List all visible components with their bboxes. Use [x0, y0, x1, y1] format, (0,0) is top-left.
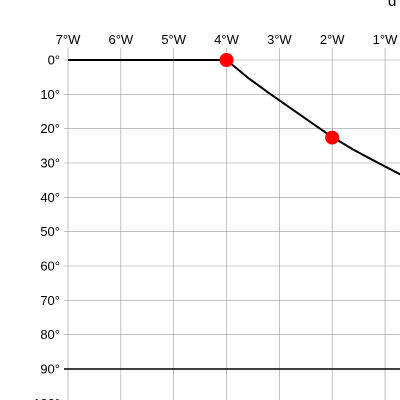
x-tick-label-0: 7°W: [56, 32, 81, 47]
y-tick-label-1: 10°: [40, 87, 60, 102]
highlight-point-0: [219, 53, 234, 67]
x-tick-label-6: 1°W: [373, 32, 398, 47]
series-line-0: [68, 59, 400, 176]
grid-lines: [64, 48, 400, 400]
x-tick-label-5: 2°W: [320, 32, 345, 47]
y-tick-label-3: 30°: [40, 156, 60, 171]
x-tick-label-1: 6°W: [108, 32, 133, 47]
corner-text: d: [388, 0, 396, 10]
y-tick-label-0: 0°: [48, 53, 60, 68]
highlight-point-1: [325, 130, 340, 145]
y-tick-label-7: 70°: [40, 293, 60, 308]
y-tick-labels: 0° 10° 20° 30° 40° 50° 60° 70° 80° 90° 100°: [33, 53, 60, 400]
x-tick-label-4: 3°W: [267, 32, 292, 47]
y-tick-label-10: 100°: [33, 396, 60, 400]
x-tick-labels: 7°W 6°W 5°W 4°W 3°W 2°W 1°W: [56, 32, 398, 47]
y-tick-label-9: 90°: [40, 362, 60, 377]
x-tick-label-2: 5°W: [161, 32, 186, 47]
y-tick-label-5: 50°: [40, 224, 60, 239]
highlight-points: [219, 53, 340, 145]
y-tick-label-2: 20°: [40, 121, 60, 136]
series-lines: [68, 59, 400, 176]
y-tick-label-4: 40°: [40, 190, 60, 205]
x-tick-label-3: 4°W: [214, 32, 239, 47]
y-tick-label-6: 60°: [40, 259, 60, 274]
y-tick-label-8: 80°: [40, 327, 60, 342]
